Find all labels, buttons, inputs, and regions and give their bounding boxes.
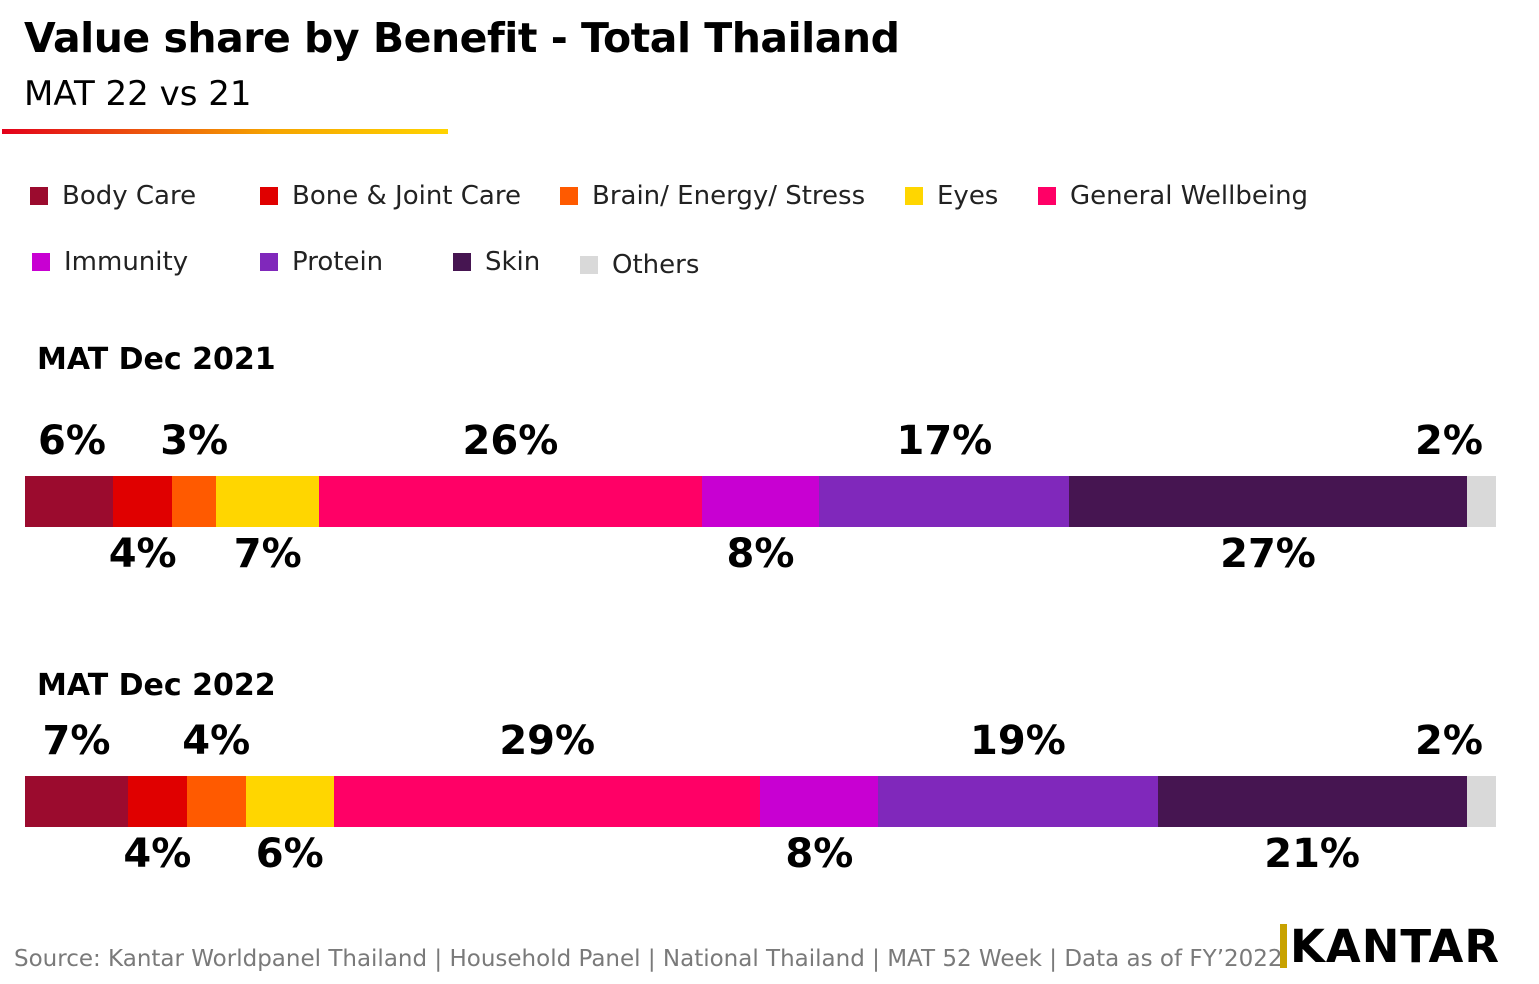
legend-label: Brain/ Energy/ Stress [592,181,866,211]
bar-segment [113,476,173,527]
bar-segment [1069,476,1467,527]
legend-item: Bone & Joint Care [260,181,521,211]
kantar-logo: KANTAR [1280,919,1501,973]
bar-segment [127,776,187,827]
legend-swatch [1038,187,1056,205]
legend-label: Bone & Joint Care [292,181,521,211]
legend-swatch [560,187,578,205]
data-label: 8% [785,831,854,877]
data-label: 19% [970,718,1066,764]
bar-segment [819,476,1070,527]
stacked-bar [25,776,1496,827]
legend-label: Skin [485,247,541,277]
legend-label: Others [612,250,700,280]
legend-item: Body Care [30,181,196,211]
legend-item: Others [580,250,699,280]
legend-label: Immunity [64,247,189,277]
data-label: 21% [1264,831,1360,877]
data-label: 6% [255,831,324,877]
period-label: MAT Dec 2022 [37,668,276,703]
data-label: 17% [896,418,993,464]
bar-segment [172,476,217,527]
chart-title: Value share by Benefit - Total Thailand [24,14,900,62]
stacked-bar [25,476,1496,527]
legend-label: General Wellbeing [1070,181,1309,211]
title-accent-rule [2,129,448,134]
legend-swatch [260,187,278,205]
bar-segment [333,776,761,827]
data-label: 27% [1220,531,1316,577]
source-note: Source: Kantar Worldpanel Thailand | Hou… [14,946,1283,972]
bar-segment [216,476,320,527]
bar-segment [760,776,879,827]
data-label: 26% [462,418,559,464]
data-label: 6% [38,418,106,464]
data-label: 4% [108,531,177,577]
data-label: 2% [1415,718,1483,764]
legend-item: Protein [260,247,383,277]
legend-label: Protein [292,247,384,277]
legend-item: Immunity [32,247,188,277]
legend-swatch [905,187,923,205]
legend-label: Body Care [62,181,197,211]
bar-segment [1466,776,1496,827]
legend-swatch [453,253,471,271]
period-label: MAT Dec 2021 [37,342,276,377]
bar-segment [878,776,1158,827]
data-label: 7% [42,718,111,764]
data-label: 4% [123,831,192,877]
bar-segment [25,776,128,827]
data-label: 3% [160,418,229,464]
legend-swatch [260,253,278,271]
bar-segment [1157,776,1467,827]
bar-segment [186,776,246,827]
data-label: 2% [1415,418,1483,464]
legend-item: Brain/ Energy/ Stress [560,181,865,211]
legend-item: Skin [453,247,540,277]
legend-swatch [30,187,48,205]
logo-bar [1280,924,1287,968]
data-label: 29% [499,718,596,764]
data-label: 8% [726,531,795,577]
bar-segment [319,476,702,527]
legend-item: General Wellbeing [1038,181,1308,211]
legend-swatch [580,256,598,274]
bar-segment [245,776,334,827]
bar-segment [1466,476,1496,527]
legend-label: Eyes [937,181,999,211]
legend-item: Eyes [905,181,998,211]
data-label: 7% [233,531,302,577]
chart-subtitle: MAT 22 vs 21 [24,74,252,114]
bar-segment [25,476,114,527]
logo-text: KANTAR [1290,919,1501,973]
data-label: 4% [182,718,251,764]
legend-swatch [32,253,50,271]
bar-segment [701,476,820,527]
